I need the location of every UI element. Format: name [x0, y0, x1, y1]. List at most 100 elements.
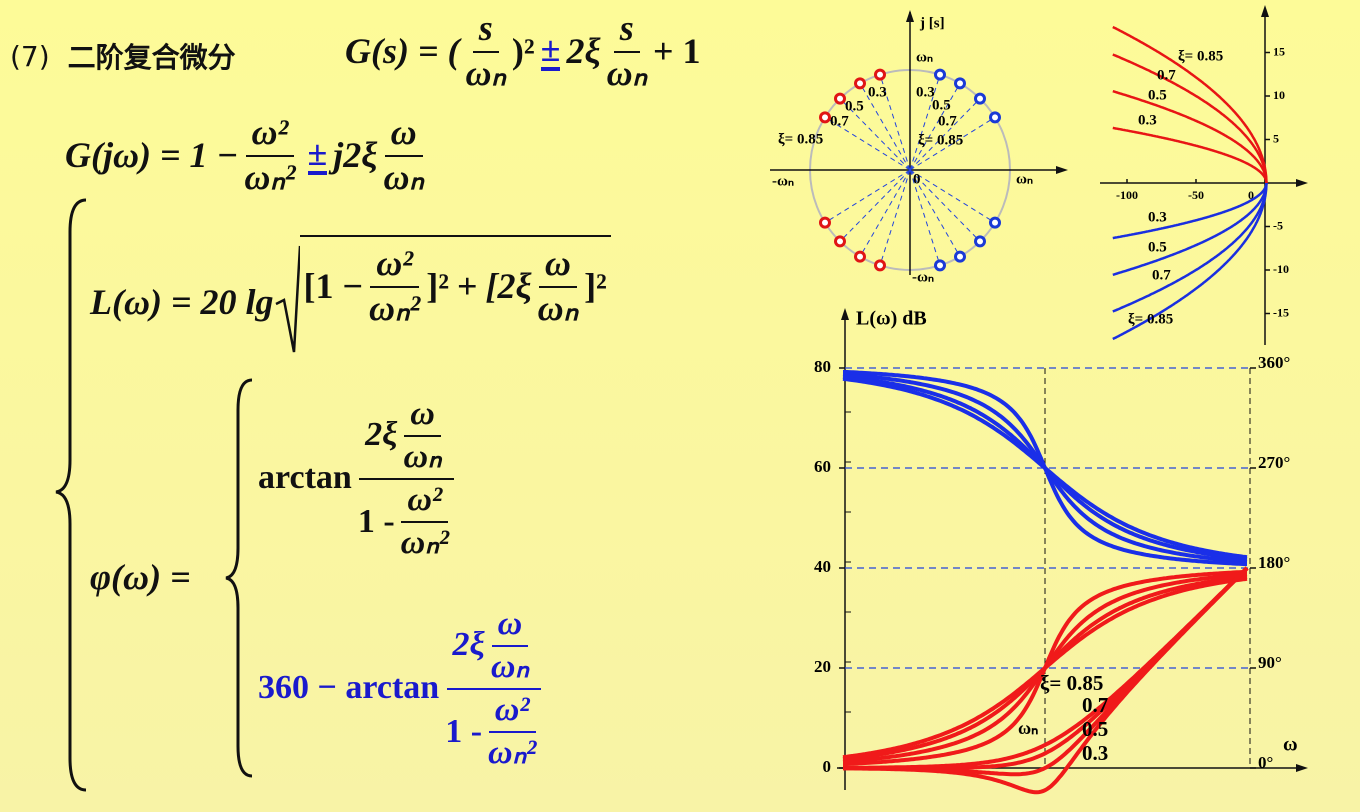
- phase-case-1: arctan 2ξ ω ωₙ 1 - ω² ωₙ²: [258, 378, 461, 578]
- zero-marker: [874, 259, 886, 272]
- response-curve: [1112, 126, 1268, 183]
- formula-part: 1 - ω² ωₙ²: [445, 690, 542, 772]
- label: 0.3: [868, 84, 887, 100]
- label: ξ= 0.85: [778, 131, 823, 147]
- y-tick-label: 60: [814, 457, 831, 476]
- label: ξ= 0.85: [1128, 311, 1173, 327]
- heading: (7) 二阶复合微分: [10, 36, 236, 76]
- magnitude-curve: [843, 566, 1249, 795]
- phase-case-2: 360 − arctan 2ξ ω ωₙ 1 - ω² ωₙ²: [258, 588, 548, 788]
- equation-l: L(ω) = 20 lg [1 − ω² ωₙ² ]² + [2ξ ω ωₙ ]²: [90, 234, 611, 354]
- formula-part: ω ωₙ: [491, 604, 529, 686]
- formula-text: ω²: [370, 243, 420, 288]
- label: 0.7: [830, 113, 849, 129]
- radicand: [1 − ω² ωₙ² ]² + [2ξ ω ωₙ ]²: [299, 234, 611, 330]
- formula-part: s ωₙ: [466, 8, 506, 95]
- formula-text: ±: [540, 29, 561, 72]
- formula-text: ωₙ: [537, 288, 579, 328]
- y-tick-label: -10: [1273, 262, 1289, 276]
- damping-ray: [879, 169, 911, 266]
- label: 0.7: [1152, 267, 1171, 283]
- formula-text: + 1: [653, 31, 701, 72]
- damping-ray: [839, 169, 911, 242]
- formula-text: ω: [404, 394, 441, 437]
- formula-text: ωₙ²: [400, 524, 449, 562]
- arrow-head: [1296, 179, 1308, 187]
- arrow-head: [1056, 166, 1068, 174]
- zero-marker: [974, 235, 986, 248]
- formula-text: ωₙ: [606, 53, 647, 94]
- damping-ray: [909, 83, 961, 171]
- zero-marker: [819, 111, 831, 124]
- label: 0.5: [845, 98, 864, 114]
- formula-part: ω ωₙ: [403, 394, 441, 476]
- formula-text: ωₙ: [490, 647, 529, 685]
- formula-part: ω² ωₙ²: [488, 690, 536, 772]
- formula-text: ω: [384, 112, 423, 158]
- brace: [225, 378, 253, 778]
- formula-part: ω² ωₙ²: [244, 112, 295, 199]
- y2-tick-label: 270°: [1258, 453, 1290, 472]
- damping-ray: [879, 74, 911, 171]
- y-tick-label: 5: [1273, 131, 1279, 145]
- formula-part: 2ξ ω ωₙ 1 - ω² ωₙ²: [445, 604, 542, 772]
- zero-marker: [934, 68, 946, 81]
- zero-marker: [989, 111, 1001, 124]
- radical: [274, 245, 300, 353]
- formula-text: s: [613, 8, 640, 54]
- equation-gs: G(s) = ( s ωₙ )² ± 2ξ s ωₙ + 1: [345, 8, 701, 95]
- damping-ray: [909, 169, 996, 224]
- response-curve: [1112, 183, 1268, 341]
- zero-marker: [834, 235, 846, 248]
- x-tick-label: 0: [1248, 188, 1254, 202]
- label: ωₙ: [1016, 171, 1033, 187]
- equation-phi: φ(ω) =: [90, 556, 191, 598]
- damping-ray: [909, 116, 996, 171]
- label: 0.7: [1082, 693, 1108, 717]
- formula-text: G(jω) = 1 −: [65, 135, 239, 176]
- formula-part: 2ξ ω ωₙ: [446, 604, 541, 690]
- formula-text: (7): [10, 39, 50, 73]
- y2-tick-label: 360°: [1258, 353, 1290, 372]
- formula-text: 二阶复合微分: [67, 41, 236, 74]
- damping-ray: [909, 98, 981, 171]
- label: 0.7: [938, 113, 957, 129]
- x-tick-label: -50: [1188, 188, 1204, 202]
- formula-text: arctan: [258, 459, 352, 496]
- formula-text: )²: [511, 31, 535, 72]
- y2-tick-label: 90°: [1258, 653, 1282, 672]
- zero-marker: [974, 92, 986, 105]
- label: j [s]: [919, 15, 945, 31]
- label: 0.3: [1082, 741, 1108, 765]
- formula-part: ω ωₙ: [383, 112, 423, 199]
- response-curve: [1112, 183, 1268, 277]
- arrow-head: [1261, 5, 1269, 17]
- phase-curve: [843, 369, 1247, 567]
- label: ωₙ: [1018, 718, 1038, 738]
- formula-part: ω² ωₙ²: [401, 480, 449, 562]
- response-curve: [1112, 25, 1268, 183]
- axis-title: ω: [1283, 734, 1298, 756]
- label: -ωₙ: [772, 173, 794, 189]
- formula-text: φ(ω) =: [90, 557, 191, 597]
- y-tick-label: 20: [814, 657, 831, 676]
- formula-part: 2ξ ω ωₙ: [359, 394, 454, 480]
- label: -ωₙ: [912, 269, 934, 285]
- formula-text: 2ξ: [452, 626, 485, 664]
- damping-ray: [824, 116, 911, 171]
- y2-tick-label: 180°: [1258, 553, 1290, 572]
- label: 0.3: [1138, 112, 1157, 128]
- formula-text: +: [456, 266, 478, 306]
- x-tick-label: -100: [1116, 188, 1138, 202]
- formula-text: ±: [307, 133, 328, 176]
- label: 0.3: [916, 84, 935, 100]
- formula-text: 2ξ: [566, 31, 601, 72]
- y2-tick-label: 0°: [1258, 753, 1273, 772]
- phase-curve: [843, 569, 1247, 767]
- label: 0.5: [1148, 87, 1167, 103]
- brace: [55, 198, 87, 792]
- damping-ray: [824, 169, 911, 224]
